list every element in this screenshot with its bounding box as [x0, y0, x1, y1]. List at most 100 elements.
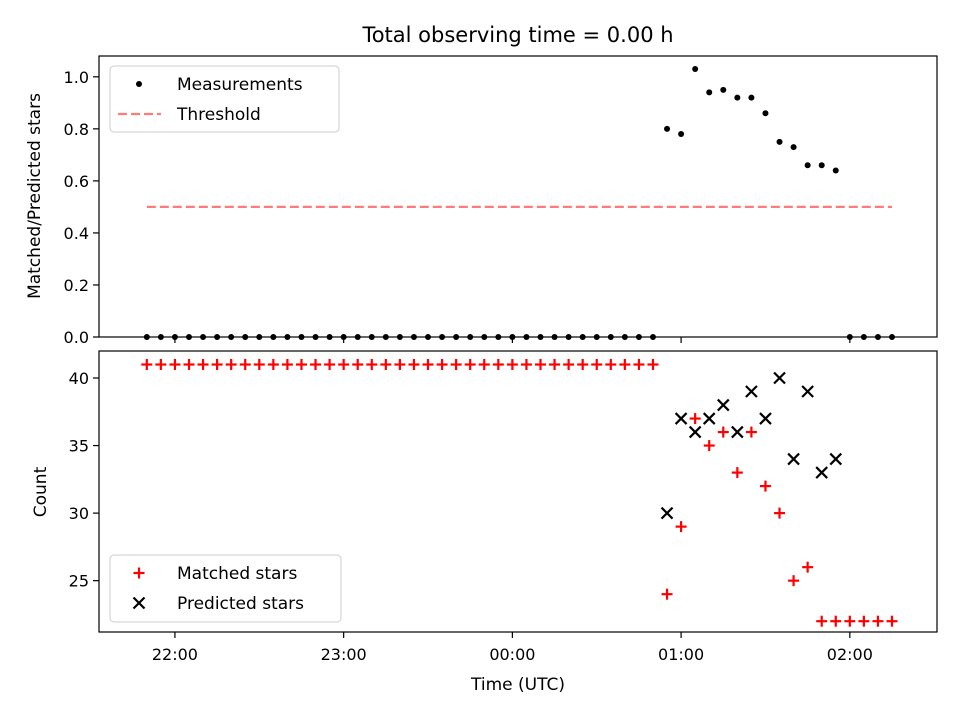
measurement-point: [171, 334, 178, 340]
matched-star-point: [506, 359, 518, 371]
measurement-point: [874, 334, 881, 340]
measurement-point: [439, 334, 446, 340]
matched-star-point: [464, 359, 476, 371]
bottom-y-tick-label: 30: [69, 504, 89, 523]
measurement-point: [312, 334, 319, 340]
predicted-star-point: [759, 412, 772, 425]
matched-star-point: [267, 359, 279, 371]
predicted-star-point-b: [688, 425, 702, 439]
measurement-point: [664, 125, 671, 132]
matched-star-point: [689, 413, 701, 425]
x-axis-label: Time (UTC): [470, 675, 565, 695]
matched-star-point: [717, 426, 729, 438]
matched-star-point: [802, 561, 814, 573]
measurement-point: [860, 334, 867, 340]
top-y-tick-label: 0.4: [64, 224, 89, 243]
measurement-point: [410, 334, 417, 340]
measurement-point: [804, 162, 811, 169]
predicted-star-point: [731, 425, 744, 439]
measurement-point: [242, 334, 249, 340]
legend-measurements-marker: [136, 81, 142, 87]
matched-star-point: [591, 359, 603, 371]
matched-star-point: [605, 359, 617, 371]
matched-star-point: [520, 359, 532, 371]
measurement-point: [340, 334, 347, 340]
measurement-point: [790, 144, 797, 151]
predicted-star-point-b: [787, 452, 800, 466]
predicted-star-point: [717, 398, 730, 412]
measurement-point: [523, 334, 530, 340]
matched-star-point: [647, 359, 659, 371]
bottom-y-tick-label: 35: [69, 437, 89, 456]
measurement-point: [889, 334, 896, 340]
matched-star-point: [633, 359, 645, 371]
matched-star-point: [211, 359, 223, 371]
measurement-point: [354, 334, 361, 340]
matched-star-point: [225, 359, 237, 371]
measurement-point: [368, 334, 375, 340]
matched-star-point: [830, 615, 842, 627]
measurement-point: [382, 334, 389, 340]
predicted-star-point: [829, 452, 843, 466]
matched-star-point: [577, 359, 589, 371]
matched-star-point: [549, 359, 561, 371]
predicted-star-point: [745, 385, 758, 398]
measurement-point: [270, 334, 277, 340]
measurement-point: [467, 334, 474, 340]
legend-matched-label: Matched stars: [177, 564, 297, 584]
matched-star-point: [788, 575, 800, 587]
measurement-point: [748, 94, 755, 101]
measurement-point: [565, 334, 572, 340]
measurement-point: [579, 334, 586, 340]
measurement-point: [537, 334, 544, 340]
predicted-star-point: [801, 385, 814, 398]
matched-star-point: [661, 588, 673, 600]
measurement-point: [551, 334, 558, 340]
measurement-point: [256, 334, 263, 340]
predicted-star-point: [815, 466, 828, 479]
bottom-legend-box: [109, 554, 342, 623]
measurement-point: [635, 334, 642, 340]
matched-star-point: [338, 359, 350, 371]
matched-star-point: [759, 480, 771, 492]
measurement-point: [495, 334, 502, 340]
bottom-frame: [98, 350, 938, 633]
matched-star-point: [408, 359, 420, 371]
predicted-star-point-b: [759, 412, 772, 425]
top-legend-box: [109, 65, 340, 133]
predicted-star-point: [787, 452, 800, 466]
predicted-star-point-b: [674, 412, 688, 425]
top-y-tick-label: 0.6: [64, 172, 89, 191]
matched-star-point: [872, 615, 884, 627]
matched-star-point: [619, 359, 631, 371]
matched-star-point: [703, 440, 715, 452]
matched-star-point: [253, 359, 265, 371]
matched-star-point: [197, 359, 209, 371]
matched-star-point: [155, 359, 167, 371]
bottom-x-tick-label: 00:00: [489, 645, 535, 664]
predicted-star-point-b: [717, 398, 730, 412]
bottom-y-tick-label: 40: [69, 369, 89, 388]
matched-star-point: [436, 359, 448, 371]
matched-star-point: [745, 426, 757, 438]
matched-star-point: [141, 359, 153, 371]
bottom-y-axis-label: Count: [31, 466, 51, 517]
predicted-star-point-b: [801, 385, 814, 398]
measurement-point: [157, 334, 164, 340]
bottom-x-tick-label: 02:00: [827, 645, 873, 664]
measurement-point: [481, 334, 488, 340]
predicted-star-point-b: [745, 385, 758, 398]
legend-threshold-label: Threshold: [176, 105, 261, 125]
legend-matched-marker: [133, 567, 145, 579]
matched-star-point: [169, 359, 181, 371]
top-frame: [98, 55, 938, 338]
measurement-point: [692, 66, 699, 73]
measurement-point: [593, 334, 600, 340]
predicted-star-point: [674, 412, 688, 425]
matched-star-point: [310, 359, 322, 371]
predicted-star-point-b: [731, 425, 744, 439]
predicted-star-point-b: [829, 452, 843, 466]
measurement-point: [453, 334, 460, 340]
measurement-point: [846, 334, 853, 340]
